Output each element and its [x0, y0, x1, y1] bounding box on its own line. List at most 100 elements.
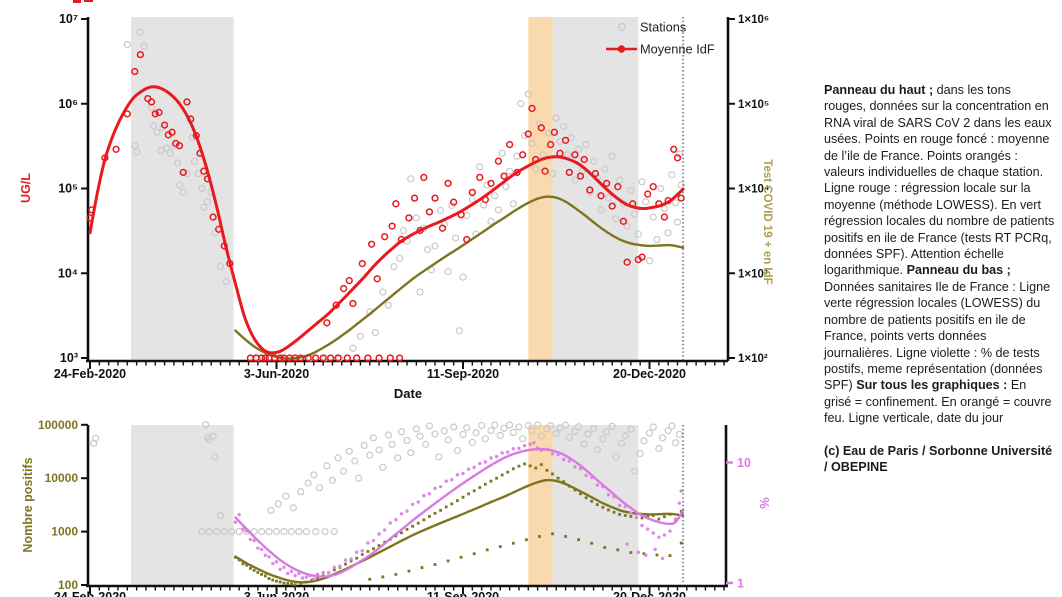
- station-point: [509, 428, 517, 437]
- moyenne-point: [160, 121, 169, 129]
- moyenne-point: [349, 299, 357, 308]
- pct-point: [278, 567, 282, 571]
- credit-line: (c) Eau de Paris / Sorbonne Université /…: [824, 443, 1053, 474]
- positifs-point: [618, 512, 622, 516]
- moyenne-point: [602, 179, 611, 188]
- station-point: [334, 454, 342, 462]
- stations-scatter: [90, 421, 683, 536]
- pct-point: [450, 477, 454, 482]
- moyenne-point: [580, 155, 588, 164]
- station-point: [468, 195, 476, 204]
- station-point: [582, 140, 590, 149]
- moyenne-point: [353, 354, 361, 362]
- moyenne-point: [183, 98, 191, 106]
- moyenne-point: [431, 194, 439, 202]
- y-right-tick-label: 1×10⁶: [738, 14, 769, 26]
- station-point: [330, 527, 338, 536]
- moyenne-point: [261, 354, 269, 362]
- positifs-point: [377, 544, 381, 547]
- pct-point: [267, 555, 271, 559]
- positifs-point: [534, 466, 538, 470]
- y-right-axis-title: Test COVID 19 + en IdF: [761, 159, 773, 284]
- station-point: [642, 198, 650, 206]
- positifs-point: [590, 499, 594, 503]
- pct-point: [274, 560, 279, 564]
- station-point: [575, 145, 583, 153]
- legend-stations-marker: [617, 22, 627, 32]
- y-right-tick-label: 1×10⁵: [738, 99, 769, 111]
- positifs-point: [446, 559, 450, 563]
- pct-point: [360, 549, 364, 553]
- station-point: [250, 527, 258, 536]
- station-point: [366, 451, 374, 459]
- caption-p2-lead: Panneau du bas ;: [906, 263, 1011, 278]
- positifs-point: [679, 541, 683, 545]
- station-point: [478, 421, 486, 430]
- station-point: [287, 527, 296, 536]
- x-tick-label: 20-Dec-2020: [613, 590, 686, 597]
- station-point: [412, 425, 420, 433]
- positifs-point: [525, 538, 528, 542]
- station-point: [675, 150, 683, 158]
- station-point: [664, 426, 672, 435]
- station-point: [312, 527, 320, 536]
- station-point: [616, 176, 624, 184]
- positifs-point: [485, 548, 489, 552]
- station-point: [571, 427, 579, 436]
- positifs-point: [623, 514, 627, 517]
- moyenne-point: [561, 136, 570, 144]
- moyenne-lowess-line: [88, 85, 685, 355]
- moyenne-point: [547, 140, 555, 149]
- positifs-point: [271, 578, 275, 582]
- positifs-point: [616, 548, 620, 552]
- station-point: [599, 435, 607, 443]
- positifs-point: [316, 576, 319, 580]
- station-point: [412, 214, 420, 222]
- station-point: [657, 184, 665, 193]
- positifs-point: [349, 559, 353, 563]
- positifs-point: [506, 470, 510, 474]
- pct-point: [312, 577, 316, 581]
- station-point: [494, 206, 503, 214]
- station-point: [302, 527, 310, 536]
- station-point: [440, 427, 448, 435]
- station-point: [384, 301, 392, 309]
- pct-point: [422, 494, 426, 498]
- positifs-point: [511, 541, 515, 545]
- station-point: [520, 132, 529, 140]
- positifs-point: [422, 518, 426, 522]
- moyenne-point: [297, 354, 305, 362]
- station-point: [407, 449, 415, 457]
- station-point: [453, 446, 462, 455]
- station-point: [205, 527, 213, 536]
- station-point: [360, 441, 368, 450]
- station-point: [548, 169, 557, 178]
- moyenne-point: [151, 110, 159, 118]
- pct-point: [657, 535, 661, 539]
- station-point: [274, 500, 282, 508]
- moyenne-point: [438, 224, 447, 232]
- pct-point: [506, 450, 510, 454]
- station-point: [431, 242, 439, 250]
- station-point: [672, 439, 680, 447]
- station-point: [394, 454, 402, 462]
- y-right-tick-label: 1: [737, 577, 744, 591]
- station-point: [645, 257, 654, 265]
- pct-point: [668, 529, 672, 533]
- moyenne-point: [147, 98, 156, 106]
- station-point: [491, 192, 499, 200]
- station-point: [407, 175, 415, 183]
- positifs-point: [252, 568, 256, 572]
- moyenne-point: [358, 259, 366, 268]
- station-point: [175, 181, 184, 189]
- positifs-point: [472, 489, 476, 493]
- y-left-tick-label: 10⁶: [58, 97, 78, 111]
- pct-point: [461, 471, 465, 476]
- moyenne-point: [319, 354, 327, 362]
- moyenne-point: [677, 194, 685, 202]
- station-point: [211, 453, 219, 461]
- caption-p2-body: Données sanitaires Ile de France : Ligne…: [824, 279, 1051, 393]
- station-point: [272, 527, 281, 536]
- positifs-point: [260, 572, 263, 576]
